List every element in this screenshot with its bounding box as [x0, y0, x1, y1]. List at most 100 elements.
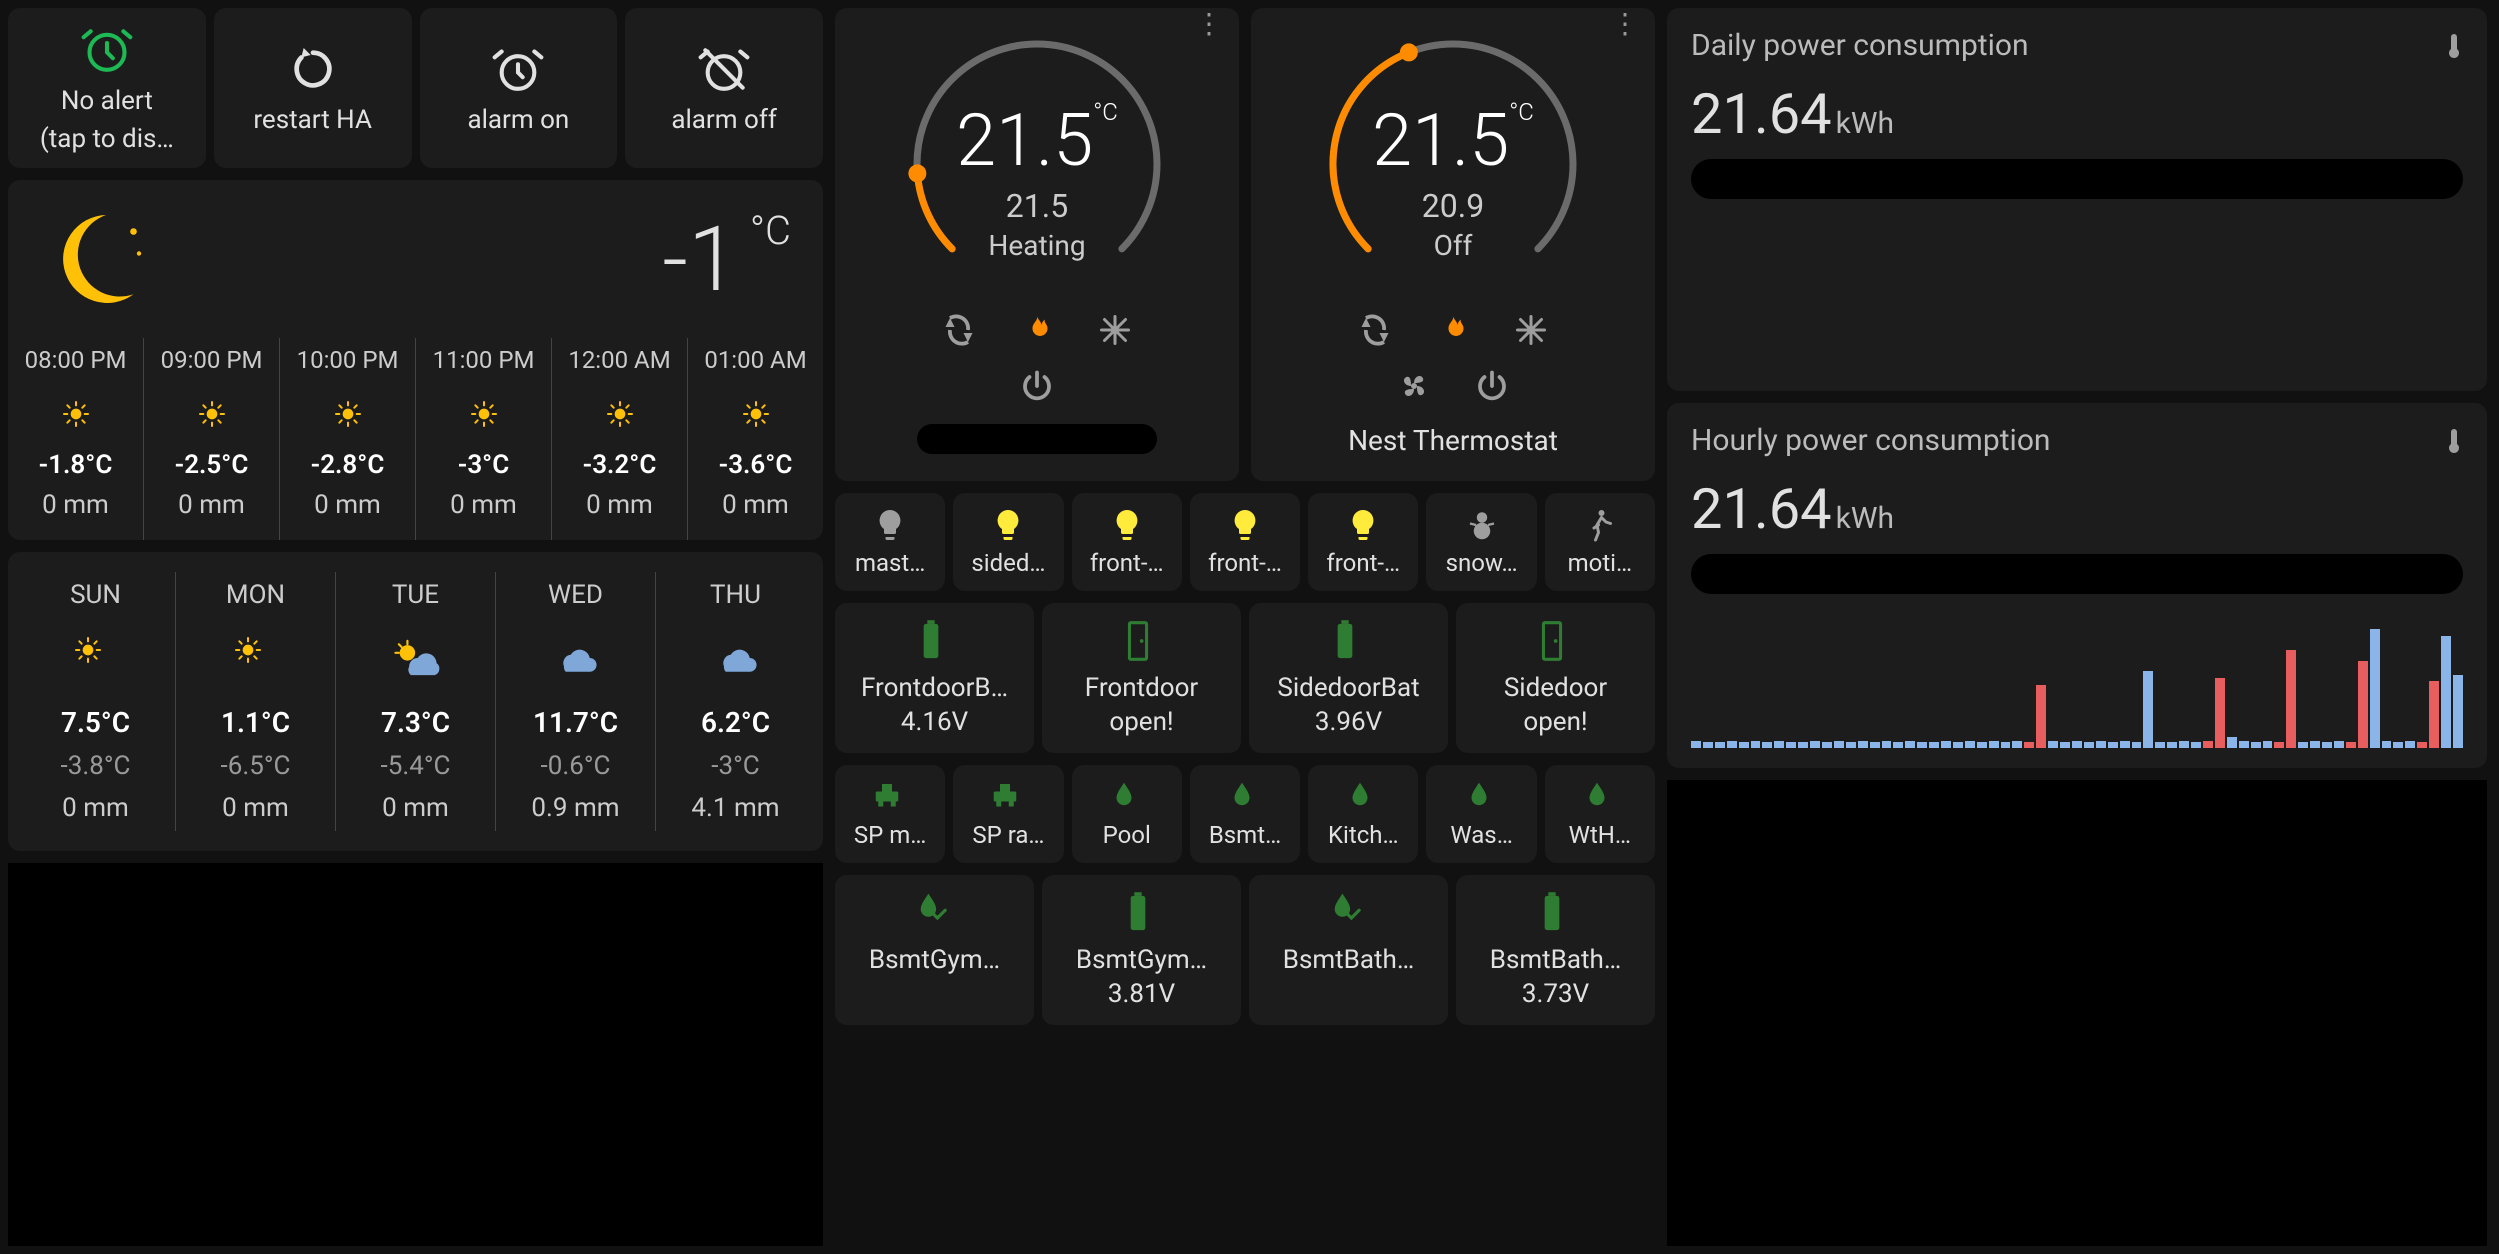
- front1-tile[interactable]: front-…: [1072, 493, 1182, 591]
- tile-label: Kitch…: [1312, 821, 1414, 849]
- mode-label: Heating: [897, 229, 1177, 262]
- was-tile[interactable]: Was…: [1426, 765, 1536, 863]
- bar: [2239, 741, 2249, 748]
- alarm-on-button[interactable]: alarm on: [420, 8, 618, 168]
- heat-mode-icon[interactable]: [1019, 312, 1055, 348]
- tile-label: Was…: [1430, 821, 1532, 849]
- weather-icon: [392, 634, 440, 682]
- tile-label: mast…: [839, 549, 941, 577]
- thermostat-name: [851, 424, 1223, 454]
- cool-mode-icon[interactable]: [1097, 312, 1133, 348]
- daily-power-card[interactable]: Daily power consumption 21.64kWh: [1667, 8, 2487, 391]
- bar: [1917, 742, 1927, 748]
- day-high: 7.5°C: [16, 706, 175, 739]
- bar: [2310, 741, 2320, 748]
- frontdoor-open-tile[interactable]: Frontdoor open!: [1042, 603, 1241, 753]
- sp-ra-tile[interactable]: SP ra…: [953, 765, 1063, 863]
- tile-label: BsmtGym…: [839, 945, 1030, 975]
- black-filler: [1667, 780, 2487, 1246]
- menu-icon[interactable]: ⋮: [1195, 20, 1223, 28]
- hour-temp: -2.8°C: [280, 450, 415, 480]
- kitch-tile[interactable]: Kitch…: [1308, 765, 1418, 863]
- bar: [2215, 678, 2225, 748]
- bar: [2251, 742, 2261, 748]
- bar: [1882, 741, 1892, 748]
- daily-power-value: 21.64kWh: [1691, 81, 2463, 147]
- front3-tile[interactable]: front-…: [1308, 493, 1418, 591]
- bar: [2060, 742, 2070, 748]
- weather-icon: [552, 634, 600, 682]
- bsmtgym-b-tile[interactable]: BsmtGym… 3.81V: [1042, 875, 1241, 1025]
- bsmtbath-b-tile[interactable]: BsmtBath… 3.73V: [1456, 875, 1655, 1025]
- weather-icon: [72, 634, 120, 682]
- bsmt-tile[interactable]: Bsmt…: [1190, 765, 1300, 863]
- thermostat-gauge[interactable]: 21.5°C 20.9 Off: [1313, 24, 1593, 304]
- snow-tile[interactable]: snow…: [1426, 493, 1536, 591]
- hourly-power-card[interactable]: Hourly power consumption 21.64kWh: [1667, 403, 2487, 768]
- no-alert-button[interactable]: No alert (tap to dis…: [8, 8, 206, 168]
- wth-tile[interactable]: WtH…: [1545, 765, 1655, 863]
- daily-slot: MON 1.1°C -6.5°C 0 mm: [176, 572, 336, 831]
- walk-icon: [1582, 507, 1618, 543]
- bar: [1798, 742, 1808, 748]
- hour-temp: -3.6°C: [688, 450, 823, 480]
- water-check-icon: [1327, 891, 1371, 935]
- hourly-slot: 01:00 AM -3.6°C 0 mm: [688, 338, 823, 540]
- sp-m-tile[interactable]: SP m…: [835, 765, 945, 863]
- day-precip: 0 mm: [16, 793, 175, 823]
- day-name: TUE: [336, 580, 495, 610]
- bar: [1870, 742, 1880, 748]
- day-precip: 0.9 mm: [496, 793, 655, 823]
- auto-mode-icon[interactable]: [941, 312, 977, 348]
- power-icon[interactable]: [1019, 368, 1055, 404]
- current-temp: 20.9: [1313, 187, 1593, 225]
- robot-icon: [990, 779, 1026, 815]
- bar: [2167, 742, 2177, 748]
- day-low: -3.8°C: [16, 751, 175, 781]
- restart-ha-button[interactable]: restart HA: [214, 8, 412, 168]
- bar: [2358, 661, 2368, 748]
- hourly-power-title: Hourly power consumption: [1691, 423, 2051, 458]
- bar: [1739, 742, 1749, 748]
- power-icon[interactable]: [1474, 368, 1510, 404]
- front2-tile[interactable]: front-…: [1190, 493, 1300, 591]
- bar: [2322, 742, 2332, 748]
- alarm-off-button[interactable]: alarm off: [625, 8, 823, 168]
- weather-icon: [196, 398, 228, 430]
- thermo-2-card[interactable]: ⋮ 21.5°C 20.9 Off: [1251, 8, 1655, 481]
- sided-tile[interactable]: sided…: [953, 493, 1063, 591]
- menu-icon[interactable]: ⋮: [1611, 20, 1639, 28]
- bsmtbath-w-tile[interactable]: BsmtBath…: [1249, 875, 1448, 1025]
- setpoint: 21.5°C: [897, 98, 1177, 183]
- bar: [2382, 741, 2392, 748]
- bar: [2179, 741, 2189, 748]
- auto-mode-icon[interactable]: [1357, 312, 1393, 348]
- frontdoor-bat-tile[interactable]: FrontdoorB… 4.16V: [835, 603, 1034, 753]
- bar: [1715, 742, 1725, 748]
- bar: [1905, 741, 1915, 748]
- bar: [1762, 742, 1772, 748]
- moti-tile[interactable]: moti…: [1545, 493, 1655, 591]
- sidedoor-open-tile[interactable]: Sidedoor open!: [1456, 603, 1655, 753]
- current-temp: 21.5: [897, 187, 1177, 225]
- heat-mode-icon[interactable]: [1435, 312, 1471, 348]
- tile-label: front-…: [1076, 549, 1178, 577]
- fan-mode-icon[interactable]: [1396, 368, 1432, 404]
- hour-time: 11:00 PM: [416, 346, 551, 374]
- restart-icon: [285, 41, 341, 97]
- mast-tile[interactable]: mast…: [835, 493, 945, 591]
- thermostat-gauge[interactable]: 21.5°C 21.5 Heating: [897, 24, 1177, 304]
- tile-label: Sidedoor: [1460, 673, 1651, 703]
- pool-tile[interactable]: Pool: [1072, 765, 1182, 863]
- sidedoor-bat-tile[interactable]: SidedoorBat 3.96V: [1249, 603, 1448, 753]
- tile-value: open!: [1460, 707, 1651, 737]
- bar: [1703, 742, 1713, 748]
- bar: [2132, 742, 2142, 748]
- day-high: 6.2°C: [656, 706, 815, 739]
- bar: [1989, 741, 1999, 748]
- bar: [2453, 675, 2463, 748]
- cool-mode-icon[interactable]: [1513, 312, 1549, 348]
- bsmtgym-w-tile[interactable]: BsmtGym…: [835, 875, 1034, 1025]
- thermo-1-card[interactable]: ⋮ 21.5°C 21.5 Heating: [835, 8, 1239, 481]
- bar: [1953, 742, 1963, 748]
